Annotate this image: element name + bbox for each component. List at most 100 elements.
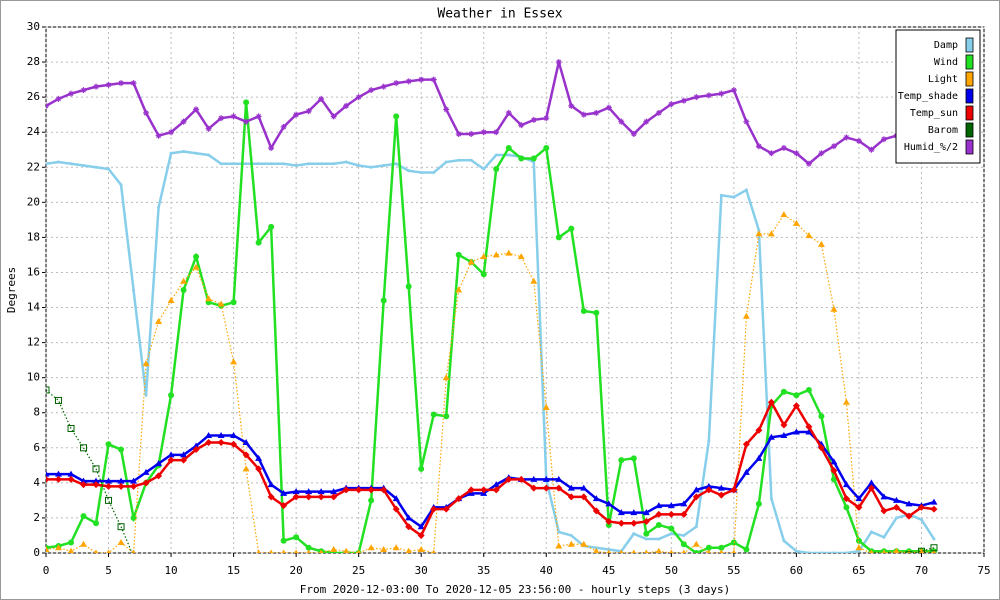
point xyxy=(657,537,661,541)
legend-swatch xyxy=(965,88,974,104)
point xyxy=(842,398,850,405)
point xyxy=(418,76,425,83)
point xyxy=(293,534,300,541)
point xyxy=(280,502,288,510)
point xyxy=(392,544,400,551)
point xyxy=(342,486,350,494)
point xyxy=(567,540,575,547)
point xyxy=(605,104,612,111)
point xyxy=(405,283,412,290)
point xyxy=(518,155,525,162)
point xyxy=(742,312,750,319)
point xyxy=(755,454,763,461)
point xyxy=(592,495,600,502)
point xyxy=(805,428,813,435)
point xyxy=(542,475,550,482)
point xyxy=(832,551,836,553)
point xyxy=(46,162,48,166)
legend-swatch xyxy=(965,139,974,155)
point xyxy=(143,109,150,116)
point xyxy=(257,162,261,166)
point xyxy=(305,488,313,495)
point xyxy=(530,277,538,284)
point xyxy=(655,502,663,509)
point xyxy=(480,129,487,136)
point xyxy=(668,101,675,108)
point xyxy=(530,155,537,162)
point xyxy=(594,546,598,550)
point xyxy=(793,150,800,157)
point xyxy=(393,113,400,120)
point xyxy=(93,549,99,553)
point xyxy=(55,544,63,551)
y-tick-label: 24 xyxy=(27,125,41,138)
point xyxy=(780,211,788,218)
point xyxy=(817,444,825,452)
point xyxy=(643,530,650,537)
point xyxy=(580,111,587,118)
point xyxy=(680,541,687,548)
point xyxy=(630,455,637,462)
point xyxy=(155,460,163,467)
point xyxy=(932,537,936,541)
point xyxy=(505,144,512,151)
legend-swatch xyxy=(965,37,974,53)
x-tick-label: 40 xyxy=(540,564,553,577)
point xyxy=(80,481,88,489)
point xyxy=(493,166,500,173)
point xyxy=(780,432,788,439)
x-axis-label: From 2020-12-03:00 To 2020-12-05 23:56:0… xyxy=(300,583,730,596)
point xyxy=(692,540,700,547)
point xyxy=(180,451,188,458)
x-tick-label: 35 xyxy=(477,564,490,577)
point xyxy=(392,505,400,513)
y-tick-label: 10 xyxy=(27,371,40,384)
point xyxy=(568,102,575,109)
point xyxy=(94,165,98,169)
point xyxy=(167,451,175,458)
point xyxy=(818,150,825,157)
point xyxy=(194,151,198,155)
point xyxy=(432,171,436,175)
x-tick-label: 5 xyxy=(105,564,112,577)
point xyxy=(255,454,263,461)
point xyxy=(107,167,111,171)
legend-swatch xyxy=(965,122,974,138)
point xyxy=(732,195,736,199)
point xyxy=(455,130,462,137)
point xyxy=(467,486,475,494)
point xyxy=(92,465,100,473)
point xyxy=(830,458,838,465)
point xyxy=(730,486,738,494)
point xyxy=(694,525,698,529)
point xyxy=(717,491,725,499)
point xyxy=(580,308,587,315)
point xyxy=(430,411,437,418)
point xyxy=(844,551,848,553)
point xyxy=(193,106,200,113)
point xyxy=(67,425,75,433)
point xyxy=(618,118,625,125)
point xyxy=(830,476,837,483)
point xyxy=(46,386,50,394)
point xyxy=(443,106,450,113)
point xyxy=(293,111,300,118)
point xyxy=(80,540,88,547)
point xyxy=(330,545,338,552)
point xyxy=(542,484,550,492)
point xyxy=(567,484,575,491)
point xyxy=(755,500,762,507)
point xyxy=(80,513,87,520)
point xyxy=(707,439,711,443)
point xyxy=(217,439,225,447)
point xyxy=(118,446,125,453)
point xyxy=(357,164,361,168)
grid xyxy=(42,26,985,557)
point xyxy=(380,486,388,494)
point xyxy=(555,542,563,549)
point xyxy=(305,544,312,551)
point xyxy=(330,493,338,501)
point xyxy=(93,520,100,527)
legend-label: Temp_sun xyxy=(910,108,958,119)
